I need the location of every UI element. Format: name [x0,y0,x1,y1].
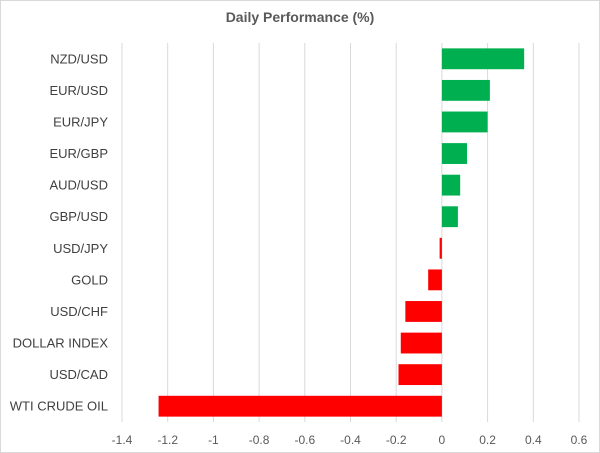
x-tick-label: -1 [208,433,219,447]
bar [158,395,442,417]
bar [441,48,525,70]
x-tick-label: -1.2 [157,433,178,447]
bar [405,301,442,322]
category-label: AUD/USD [49,178,108,193]
bar [400,332,442,354]
category-label: USD/CAD [49,367,108,382]
category-label: GBP/USD [49,209,108,224]
bar [441,111,488,133]
chart-title: Daily Performance (%) [225,9,375,25]
category-label: NZD/USD [50,51,108,66]
x-tick-label: 0.4 [525,433,542,447]
x-tick-label: -0.6 [294,433,315,447]
category-label: WTI CRUDE OIL [10,399,108,414]
bar [441,206,458,228]
category-label: DOLLAR INDEX [13,336,109,351]
bar [398,364,442,386]
bar [441,174,461,196]
category-label: EUR/USD [49,83,108,98]
category-label: USD/CHF [50,304,108,319]
x-tick-label: 0.6 [571,433,588,447]
x-tick-label: -0.8 [249,433,270,447]
x-tick-label: 0.2 [479,433,496,447]
category-label: USD/JPY [53,241,108,256]
category-label: EUR/GBP [49,146,108,161]
x-tick-label: -0.4 [340,433,361,447]
category-label: GOLD [71,272,108,287]
bar [441,79,490,101]
bar [428,269,442,291]
x-tick-label: -0.2 [386,433,407,447]
bar [441,143,468,164]
category-label: EUR/JPY [53,114,108,129]
x-tick-label: -1.4 [112,433,133,447]
x-tick-label: 0 [439,433,446,447]
bar [439,237,442,259]
